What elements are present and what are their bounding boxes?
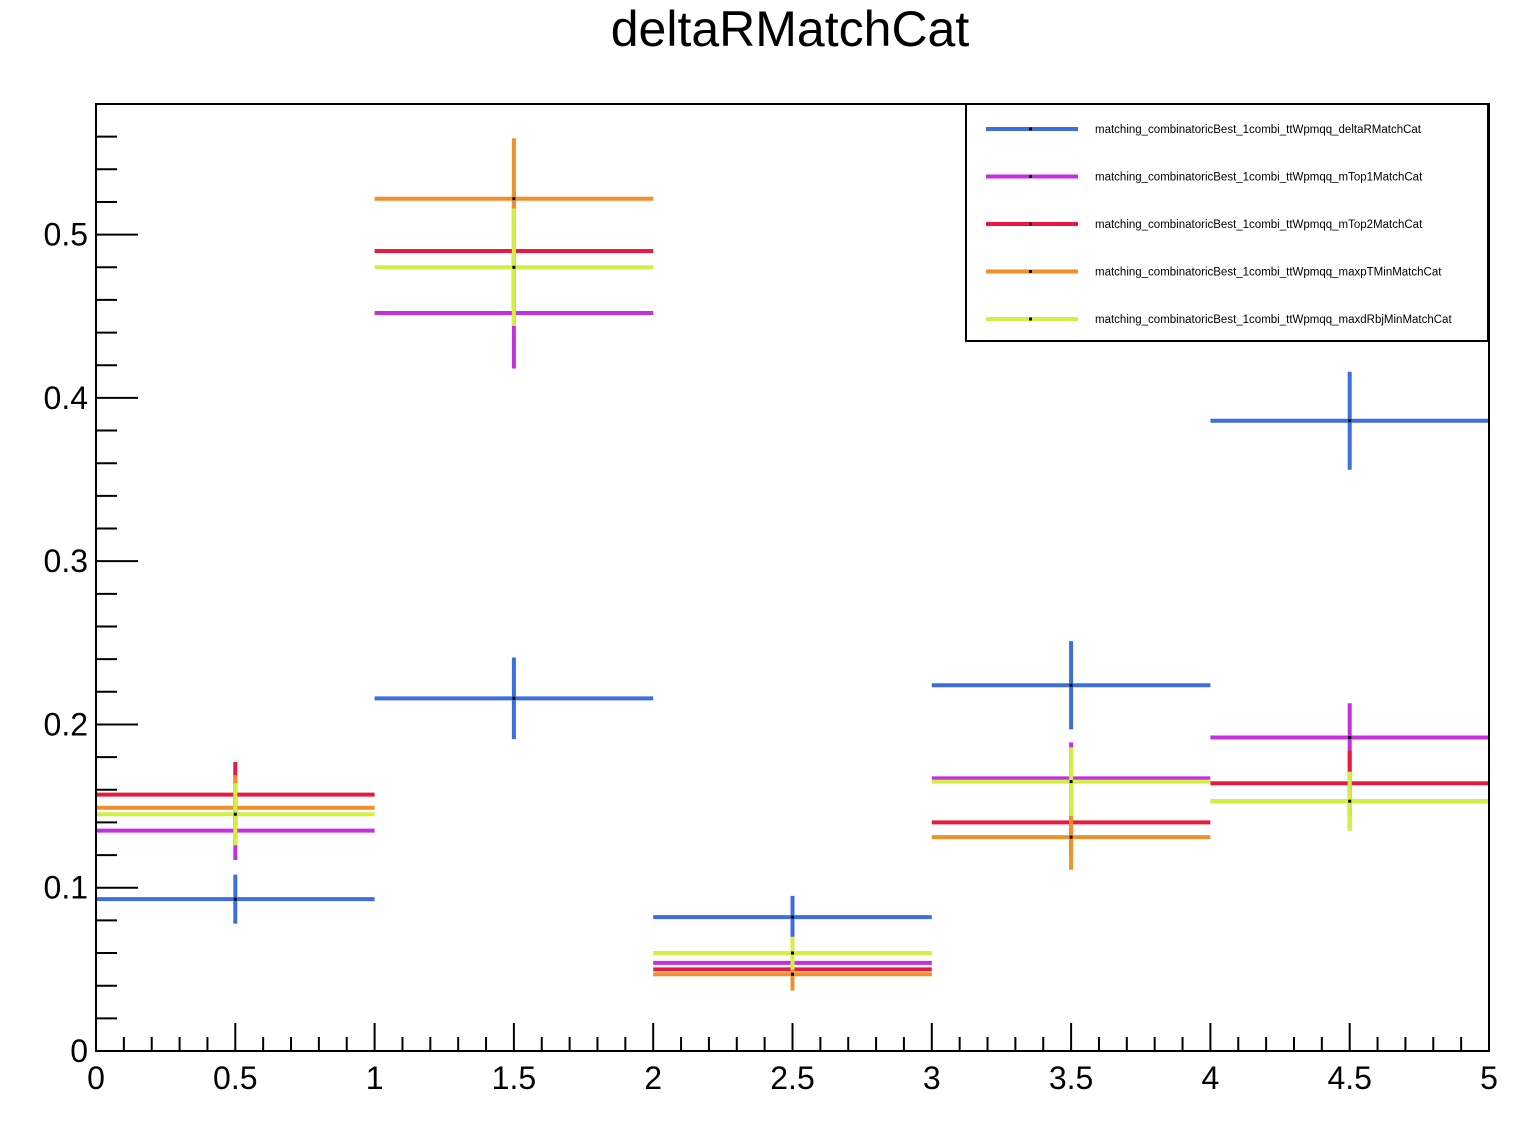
data-point bbox=[1069, 683, 1073, 687]
x-tick-label: 2 bbox=[644, 1060, 662, 1096]
data-point bbox=[791, 915, 794, 919]
legend-marker bbox=[1029, 175, 1032, 178]
x-tick-label: 4.5 bbox=[1327, 1060, 1371, 1096]
y-tick-label: 0.1 bbox=[44, 870, 88, 906]
plot-frame bbox=[95, 103, 1490, 1052]
data-point bbox=[233, 812, 237, 816]
legend-item: matching_combinatoricBest_1combi_ttWpmqq… bbox=[986, 172, 1423, 184]
data-point bbox=[791, 951, 794, 955]
x-tick-label: 3.5 bbox=[1049, 1060, 1093, 1096]
data-point bbox=[1069, 835, 1073, 839]
data-point bbox=[1069, 780, 1073, 784]
legend-label: matching_combinatoricBest_1combi_ttWpmqq… bbox=[1095, 124, 1422, 136]
chart-title: deltaRMatchCat bbox=[611, 1, 970, 57]
series-2 bbox=[96, 257, 1489, 980]
y-tick-label: 0 bbox=[70, 1033, 88, 1069]
legend-item: matching_combinatoricBest_1combi_ttWpmqq… bbox=[986, 124, 1422, 136]
legend-marker bbox=[1029, 127, 1032, 131]
x-tick-label: 3 bbox=[923, 1060, 941, 1096]
legend-label: matching_combinatoricBest_1combi_ttWpmqq… bbox=[1095, 267, 1442, 279]
x-tick-label: 1 bbox=[366, 1060, 384, 1096]
legend-marker bbox=[1029, 317, 1032, 321]
data-point bbox=[512, 197, 516, 201]
x-tick-label: 0 bbox=[87, 1060, 105, 1096]
data-point bbox=[791, 972, 794, 976]
x-tick-label: 0.5 bbox=[213, 1060, 257, 1096]
series-5 bbox=[96, 208, 1489, 970]
legend-marker bbox=[1029, 222, 1032, 226]
x-tick-label: 5 bbox=[1480, 1060, 1498, 1096]
legend-item: matching_combinatoricBest_1combi_ttWpmqq… bbox=[986, 219, 1423, 231]
y-tick-label: 0.5 bbox=[44, 217, 88, 253]
data-point bbox=[1348, 799, 1352, 803]
x-tick-label: 2.5 bbox=[770, 1060, 814, 1096]
data-point bbox=[512, 696, 516, 700]
legend-label: matching_combinatoricBest_1combi_ttWpmqq… bbox=[1095, 219, 1423, 231]
y-tick-label: 0.4 bbox=[44, 380, 88, 416]
legend-box bbox=[965, 103, 1489, 342]
y-tick-label: 0.3 bbox=[44, 543, 88, 579]
data-point bbox=[512, 265, 516, 269]
legend-item: matching_combinatoricBest_1combi_ttWpmqq… bbox=[986, 314, 1452, 326]
legend-item: matching_combinatoricBest_1combi_ttWpmqq… bbox=[986, 267, 1442, 279]
series-1 bbox=[96, 371, 1489, 939]
axes: 0 0.5 1 1.5 2 2.5 3 3.5 4 4.5 5 0 0.1 0.2 0.3 0.4 0.5 bbox=[44, 103, 1498, 1096]
legend: matching_combinatoricBest_1combi_ttWpmqq… bbox=[965, 103, 1489, 342]
data-point bbox=[1348, 419, 1352, 423]
x-tick-label: 1.5 bbox=[492, 1060, 536, 1096]
y-tick-label: 0.2 bbox=[44, 706, 88, 742]
legend-label: matching_combinatoricBest_1combi_ttWpmqq… bbox=[1095, 314, 1452, 326]
data-point bbox=[1348, 736, 1352, 740]
legend-marker bbox=[1029, 270, 1032, 273]
x-tick-label: 4 bbox=[1202, 1060, 1220, 1096]
data-series bbox=[96, 138, 1489, 991]
data-point bbox=[233, 897, 237, 901]
legend-label: matching_combinatoricBest_1combi_ttWpmqq… bbox=[1095, 172, 1423, 184]
